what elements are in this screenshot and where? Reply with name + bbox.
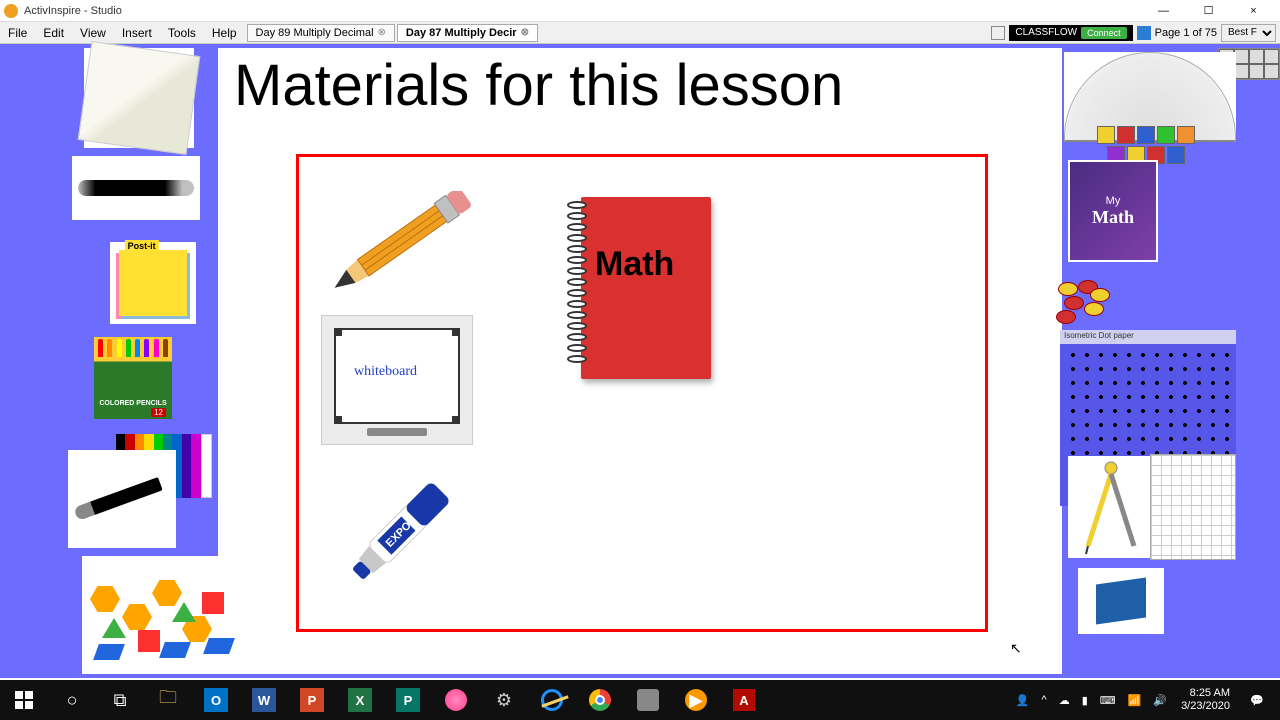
connect-button[interactable]: Connect: [1081, 27, 1127, 39]
volume-icon[interactable]: 🔊: [1147, 680, 1173, 720]
slide-title[interactable]: Materials for this lesson: [234, 52, 843, 119]
close-button[interactable]: ×: [1231, 0, 1276, 22]
windows-taskbar: ○ ⧉ 🗀 O W P X P ⚙ ▶ A 👤 ^ ☁ ▮ ⌨ 📶 🔊 8:25…: [0, 680, 1280, 720]
classflow-label: CLASSFLOW: [1015, 27, 1077, 38]
minimize-button[interactable]: —: [1141, 0, 1186, 22]
start-button[interactable]: [0, 680, 48, 720]
page-label: Page 1 of 75: [1155, 27, 1217, 39]
mathbook-prefix: My: [1106, 195, 1121, 207]
cursor-icon: ↖: [1010, 640, 1022, 657]
file-explorer-icon[interactable]: 🗀: [144, 680, 192, 720]
dotpaper-header: Isometric Dot paper: [1060, 330, 1236, 344]
menu-file[interactable]: File: [0, 24, 35, 42]
acrobat-icon[interactable]: A: [720, 680, 768, 720]
sharpie-item[interactable]: [68, 450, 176, 548]
mathbook-title: Math: [1092, 207, 1134, 228]
materials-box[interactable]: whiteboard EXPO: [296, 154, 988, 632]
tool-btn-7[interactable]: [1249, 64, 1264, 79]
base-ten-blocks-item[interactable]: [1078, 568, 1164, 634]
task-view-button[interactable]: ⧉: [96, 680, 144, 720]
activinspire-taskbar-icon[interactable]: [624, 680, 672, 720]
tool-btn-8[interactable]: [1264, 64, 1279, 79]
document-tab-1[interactable]: Day 89 Multiply Decimal ⊗: [247, 24, 395, 42]
media-player-icon[interactable]: ▶: [672, 680, 720, 720]
pen-item[interactable]: [72, 156, 200, 220]
publisher-icon[interactable]: P: [384, 680, 432, 720]
canvas-workspace[interactable]: Materials for this lesson: [0, 44, 1280, 678]
clock-time: 8:25 AM: [1181, 687, 1230, 700]
zoom-select[interactable]: Best Fit: [1221, 24, 1276, 42]
notifications-button[interactable]: 💬: [1238, 680, 1276, 720]
maximize-button[interactable]: ☐: [1186, 0, 1231, 22]
counters-item[interactable]: [1054, 278, 1116, 330]
window-title: ActivInspire - Studio: [24, 5, 1141, 17]
battery-icon[interactable]: ▮: [1076, 680, 1094, 720]
outlook-icon[interactable]: O: [192, 680, 240, 720]
expo-marker-image[interactable]: EXPO: [347, 465, 467, 585]
tray-chevron-icon[interactable]: ^: [1036, 680, 1053, 720]
excel-icon[interactable]: X: [336, 680, 384, 720]
powerpoint-icon[interactable]: P: [288, 680, 336, 720]
menu-edit[interactable]: Edit: [35, 24, 72, 42]
menu-view[interactable]: View: [72, 24, 114, 42]
whiteboard-text: whiteboard: [354, 364, 417, 380]
whiteboard-image[interactable]: whiteboard: [321, 315, 473, 445]
app-icon: [4, 4, 18, 18]
page-icon: [1137, 26, 1151, 40]
people-icon[interactable]: 👤: [1010, 680, 1036, 720]
wifi-icon[interactable]: 📶: [1122, 680, 1148, 720]
menu-tools[interactable]: Tools: [160, 24, 204, 42]
tool-btn-4[interactable]: [1264, 49, 1279, 64]
postit-label: Post-it: [125, 240, 159, 252]
ruler-item[interactable]: [84, 48, 194, 148]
onedrive-icon[interactable]: ☁: [1053, 680, 1076, 720]
compass-item[interactable]: [1068, 456, 1154, 558]
crayon-label: COLORED PENCILS: [94, 400, 172, 407]
network-icon[interactable]: ⌨: [1094, 680, 1122, 720]
math-notebook-image[interactable]: Math: [567, 193, 711, 379]
window-titlebar: ActivInspire - Studio — ☐ ×: [0, 0, 1280, 22]
tool-btn-6[interactable]: [1234, 64, 1249, 79]
whiteboard-tray: [367, 428, 427, 436]
cortana-button[interactable]: ○: [48, 680, 96, 720]
internet-explorer-icon[interactable]: [528, 680, 576, 720]
system-tray: 👤 ^ ☁ ▮ ⌨ 📶 🔊 8:25 AM 3/23/2020 💬: [1010, 680, 1280, 720]
menubar: File Edit View Insert Tools Help Day 89 …: [0, 22, 1280, 44]
tool-btn-2[interactable]: [1234, 49, 1249, 64]
pattern-blocks-item[interactable]: [82, 556, 242, 674]
smart-notebook-icon[interactable]: [432, 680, 480, 720]
tab-label: Day 89 Multiply Decimal: [256, 27, 374, 39]
crayons-item[interactable]: COLORED PENCILS 12: [94, 337, 172, 419]
tool-btn-3[interactable]: [1249, 49, 1264, 64]
pencil-image[interactable]: [323, 191, 483, 301]
clock-date: 3/23/2020: [1181, 700, 1230, 713]
classflow-badge[interactable]: CLASSFLOW Connect: [1009, 25, 1132, 41]
menu-insert[interactable]: Insert: [114, 24, 160, 42]
tab-close-icon[interactable]: ⊗: [521, 27, 529, 38]
page-indicator: Page 1 of 75: [1137, 26, 1217, 40]
document-tab-2[interactable]: Day 87 Multiply Decir ⊗: [397, 24, 538, 42]
chrome-icon[interactable]: [576, 680, 624, 720]
crayon-count: 12: [151, 408, 166, 417]
dashboard-icon[interactable]: [991, 26, 1005, 40]
notebook-label: Math: [595, 245, 674, 284]
taskbar-clock[interactable]: 8:25 AM 3/23/2020: [1173, 687, 1238, 713]
postit-item[interactable]: Post-it: [110, 242, 196, 324]
word-icon[interactable]: W: [240, 680, 288, 720]
menu-help[interactable]: Help: [204, 24, 245, 42]
math-textbook-item[interactable]: My Math: [1068, 160, 1158, 262]
tab-close-icon[interactable]: ⊗: [378, 27, 386, 38]
grid-paper-item[interactable]: [1150, 454, 1236, 560]
slide-canvas[interactable]: Materials for this lesson: [218, 48, 1062, 674]
notebook-spiral: [567, 201, 587, 371]
tab-label: Day 87 Multiply Decir: [406, 27, 517, 39]
settings-icon[interactable]: ⚙: [480, 680, 528, 720]
